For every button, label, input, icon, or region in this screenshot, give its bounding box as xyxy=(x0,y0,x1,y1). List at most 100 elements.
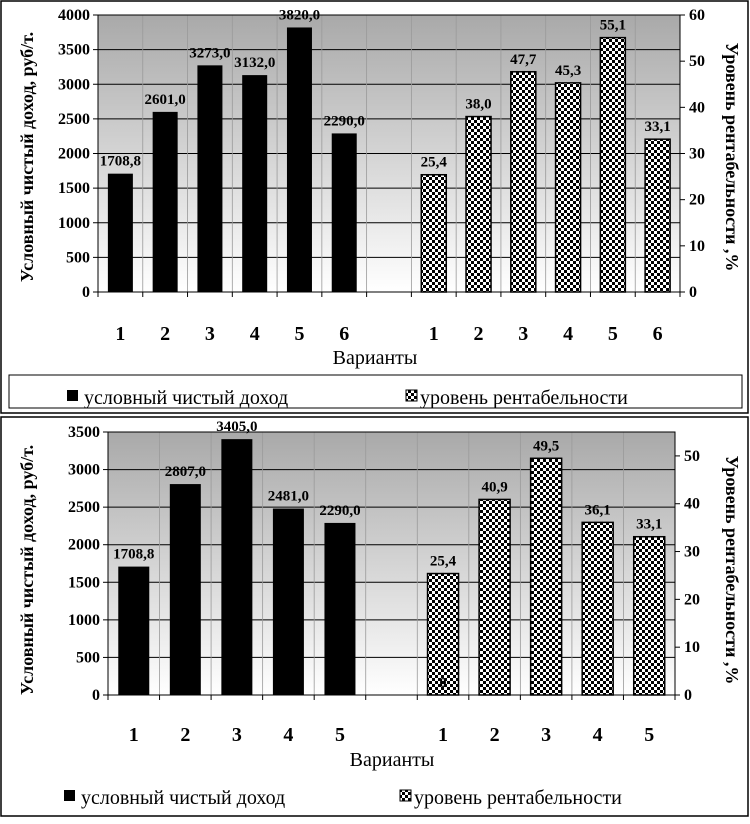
chart-2-extra-annotation: 0 xyxy=(440,676,447,691)
chart-1-legend xyxy=(8,374,743,409)
chart-2-plot: 0500100015002000250030003500010203040501… xyxy=(68,419,700,746)
chart-1-profit-value-label: 38,0 xyxy=(465,97,491,113)
chart-1-x-title: Варианты xyxy=(333,347,418,369)
chart-2-y-right-tick-label: 0 xyxy=(684,687,692,704)
chart-1-y-left-tick-label: 3500 xyxy=(58,42,90,59)
chart-2-income-category-label: 4 xyxy=(283,724,293,746)
chart-2-plot-background xyxy=(108,432,675,695)
chart-2-profit-category-label: 5 xyxy=(644,724,654,746)
chart-1-income-bar xyxy=(197,65,223,292)
chart-2-legend-income-label: условный чистый доход xyxy=(81,787,285,809)
panel-2-frame xyxy=(0,416,749,817)
chart-2-profit-bar xyxy=(529,457,563,696)
chart-1-income-value-label: 2290,0 xyxy=(324,113,365,129)
chart-2-profit-value-label: 40,9 xyxy=(481,479,507,495)
chart-1-y-left-tick-label: 500 xyxy=(66,249,90,266)
chart-1-legend-income-swatch xyxy=(67,390,78,401)
chart-1-profit-bar xyxy=(420,173,448,293)
chart-2-profit-value-label: 33,1 xyxy=(636,517,662,533)
chart-2-income-category-label: 2 xyxy=(180,724,190,746)
chart-1-profit-value-label: 55,1 xyxy=(600,18,626,34)
chart-2-y-right-tick-label: 40 xyxy=(684,496,700,513)
chart-2-profit-value-label: 25,4 xyxy=(430,554,457,570)
chart-1-profit-value-label: 45,3 xyxy=(555,63,581,79)
chart-1-profit-category-label: 1 xyxy=(429,323,439,345)
chart-1-y-left-tick-label: 0 xyxy=(82,284,90,301)
chart-1-y-left-tick-label: 1500 xyxy=(58,180,90,197)
chart-1-income-value-label: 3820,0 xyxy=(279,7,320,23)
chart-2-income-bar xyxy=(221,439,253,695)
chart-2-income-bar xyxy=(324,522,356,695)
chart-1-profit-bar xyxy=(644,138,671,293)
chart-2-y-left-tick-label: 500 xyxy=(76,649,100,666)
chart-1-income-category-label: 3 xyxy=(205,323,215,345)
chart-2-plot-border xyxy=(107,431,676,696)
chart-2-profit-category-label: 1 xyxy=(438,724,448,746)
chart-2-income-value-label: 3405,0 xyxy=(216,419,257,435)
chart-2-profit-category-label: 3 xyxy=(541,724,551,746)
chart-2-y-left-tick-label: 0 xyxy=(92,687,100,704)
chart-1-income-bar xyxy=(107,173,133,292)
chart-1-income-category-label: 1 xyxy=(115,323,125,345)
chart-1-y-right-tick-label: 20 xyxy=(689,192,705,209)
chart-2-y-right-tick-label: 30 xyxy=(684,544,700,561)
chart-2-y-right-tick-label: 20 xyxy=(684,591,700,608)
chart-1-y-right-label: Уровень рентабельности ,% xyxy=(722,43,742,272)
chart-2-legend-profit-label: уровень рентабельности xyxy=(414,787,622,809)
chart-1-profit-category-label: 2 xyxy=(474,323,484,345)
chart-1-profit-bar xyxy=(554,82,582,293)
chart-1-income-category-label: 2 xyxy=(160,323,170,345)
chart-1-income-bar xyxy=(286,27,312,293)
chart-2-y-right-tick-label: 50 xyxy=(684,448,700,465)
chart-2-profit-bar xyxy=(581,521,614,696)
chart-1-y-right-tick-label: 60 xyxy=(689,7,705,24)
chart-1-legend-profit-swatch xyxy=(405,389,418,402)
chart-2-profit-value-label: 36,1 xyxy=(585,502,611,518)
chart-2-x-title: Варианты xyxy=(350,749,435,771)
chart-2-y-left-tick-label: 1500 xyxy=(68,574,100,591)
chart-2-y-left-tick-label: 3500 xyxy=(68,424,100,441)
chart-1-income-value-label: 3273,0 xyxy=(189,45,230,61)
chart-1-income-value-label: 1708,8 xyxy=(100,154,141,170)
chart-2-income-value-label: 2481,0 xyxy=(268,489,309,505)
chart-1-income-category-label: 5 xyxy=(294,323,304,345)
chart-2-income-category-label: 1 xyxy=(129,724,139,746)
chart-1-profit-bar xyxy=(510,71,537,293)
chart-1-profit-category-label: 4 xyxy=(563,323,573,345)
chart-1-legend-income-label: условный чистый доход xyxy=(84,387,288,409)
chart-1-y-right-tick-label: 50 xyxy=(689,53,705,70)
chart-1-income-category-label: 6 xyxy=(339,323,349,345)
chart-2-profit-bar xyxy=(632,535,666,696)
chart-1-profit-value-label: 47,7 xyxy=(510,52,537,68)
chart-1-y-left-tick-label: 4000 xyxy=(58,7,90,24)
chart-1-legend-profit-label: уровень рентабельности xyxy=(420,387,628,409)
chart-1-profit-category-label: 6 xyxy=(653,323,663,345)
chart-2-y-right-label: Уровень рентабельности ,% xyxy=(722,456,742,685)
chart-1-y-left-tick-label: 1000 xyxy=(58,215,90,232)
chart-1-profit-value-label: 25,4 xyxy=(421,155,448,171)
chart-1-income-bar xyxy=(152,111,178,292)
chart-2-y-left-tick-label: 2000 xyxy=(68,537,100,554)
chart-2-y-left-tick-label: 3000 xyxy=(68,462,100,479)
chart-2-profit-category-label: 2 xyxy=(490,724,500,746)
chart-1-y-right-tick-label: 0 xyxy=(689,284,697,301)
chart-1-income-value-label: 3132,0 xyxy=(234,55,275,71)
chart-2-y-left-label: Условный чистый доход, руб/т. xyxy=(17,445,37,695)
chart-2-profit-category-label: 4 xyxy=(593,724,603,746)
chart-1-y-left-tick-label: 2000 xyxy=(58,146,90,163)
chart-2-income-category-label: 5 xyxy=(335,724,345,746)
chart-1-profit-category-label: 5 xyxy=(608,323,618,345)
chart-2-income-bar xyxy=(118,566,150,695)
chart-1-y-left-label: Условный чистый доход, руб/т. xyxy=(17,32,37,282)
chart-1-income-value-label: 2601,0 xyxy=(145,92,186,108)
chart-1-income-category-label: 4 xyxy=(250,323,260,345)
chart-2-profit-bar xyxy=(478,498,511,696)
chart-1-income-bar xyxy=(331,133,357,292)
chart-1-y-right-tick-label: 10 xyxy=(689,238,705,255)
chart-2-income-value-label: 2807,0 xyxy=(165,464,206,480)
chart-1-plot: 0 500 1000 1500 2000 2500 3000 3500 4000 0 10 20 30 4… xyxy=(58,7,705,345)
panel-1-frame xyxy=(0,0,749,414)
chart-2-y-left-tick-label: 1000 xyxy=(68,612,100,629)
chart-2-y-left-tick-label: 2500 xyxy=(68,499,100,516)
